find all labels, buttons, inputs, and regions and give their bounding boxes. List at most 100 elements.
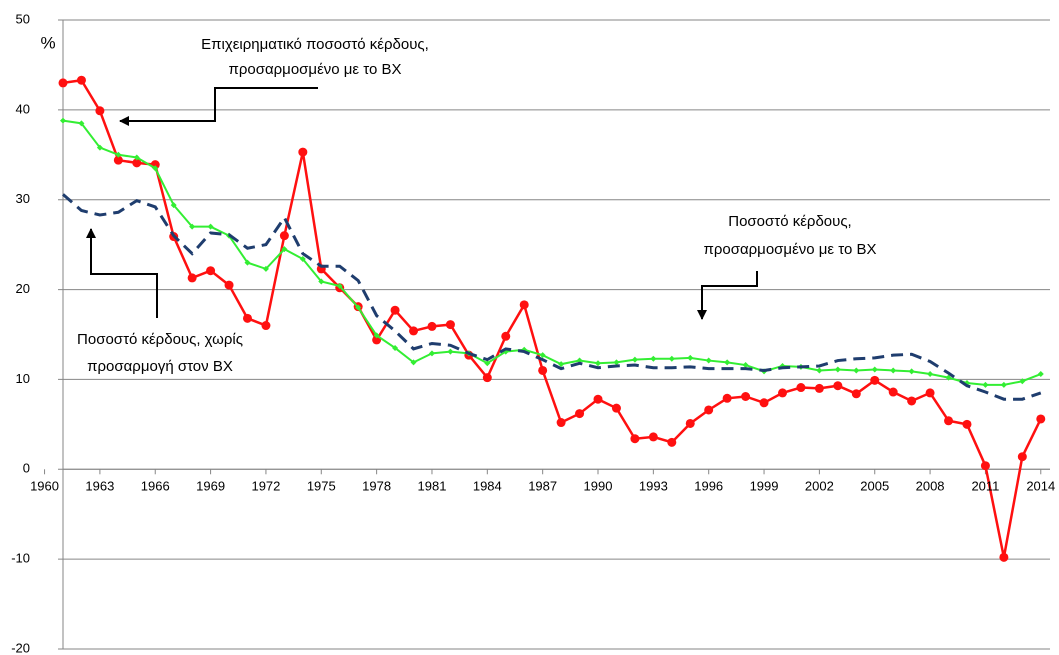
data-point [593,394,603,404]
data-point [999,552,1009,562]
data-point [576,357,583,364]
data-point [668,355,675,362]
x-tick-label: 1978 [362,479,391,494]
data-point [742,362,749,369]
grid [44,19,1050,650]
data-point [834,366,841,373]
x-tick-label: 1975 [307,479,336,494]
data-point [189,223,196,230]
data-point [390,305,400,315]
data-point [945,374,952,381]
data-point [851,389,861,399]
data-point [944,416,954,426]
data-point [611,403,621,413]
data-point [575,409,585,419]
data-point [888,387,898,397]
x-tick-label: 1972 [251,479,280,494]
y-tick-label: -10 [11,551,30,566]
data-point [445,320,455,330]
data-point [336,282,343,289]
data-point [539,352,546,359]
data-point [279,231,289,241]
data-point [392,344,399,351]
x-tick-label: 1996 [694,479,723,494]
data-point [262,265,269,272]
series-line [62,193,1042,401]
y-tick-label: 0 [23,461,30,476]
data-point [556,418,566,428]
data-point [224,280,234,290]
data-point [796,383,806,393]
x-tick-label: 1963 [85,479,114,494]
y-tick-label: 30 [16,191,30,206]
annotation: Ποσοστό κέρδους, [728,213,851,230]
data-point [777,388,787,398]
data-point [1017,452,1027,462]
y-tick-label: 20 [16,281,30,296]
data-point [705,357,712,364]
data-point [427,321,437,331]
data-point [630,434,640,444]
data-point [519,300,529,310]
series-line [62,119,1042,386]
data-point [206,266,216,276]
annotation: Ποσοστό κέρδους, χωρίς [77,331,243,348]
annotation: προσαρμοσμένο με το BX [229,61,402,78]
arrow [697,271,758,320]
data-point [650,355,657,362]
data-point [908,368,915,375]
data-point [410,359,417,366]
data-point [724,359,731,366]
data-point [685,418,695,428]
data-point [242,313,252,323]
data-point [132,158,142,168]
data-point [96,144,103,151]
x-tick-label: 1969 [196,479,225,494]
data-point [890,367,897,374]
y-tick-label: -20 [11,640,30,655]
data-point [298,147,308,157]
data-point [871,366,878,373]
y-tick-label: 40 [16,101,30,116]
data-point [318,278,325,285]
data-point [113,155,123,165]
data-point [482,373,492,383]
data-point [78,120,85,127]
data-point [409,326,419,336]
data-point [927,371,934,378]
data-point [741,392,751,402]
data-point [925,388,935,398]
x-tick-label: 2005 [860,479,889,494]
data-point [816,367,823,374]
arrow [86,228,158,318]
data-point [870,375,880,385]
annotation: προσαρμογή στον BX [87,358,233,375]
data-point [115,151,122,158]
x-tick-label: 2002 [805,479,834,494]
data-point [501,331,511,341]
x-tick-label: 1981 [418,479,447,494]
x-tick-label: 1960 [30,479,59,494]
data-point [631,356,638,363]
data-point [962,419,972,429]
data-point [428,350,435,357]
plot [58,75,1046,562]
x-tick-label: 1984 [473,479,502,494]
data-point [484,360,491,367]
y-tick-label: 10 [16,371,30,386]
data-point [667,437,677,447]
y-unit: % [40,33,55,52]
x-tick-label: 1990 [584,479,613,494]
data-point [152,165,159,172]
x-tick-label: 1999 [750,479,779,494]
data-point [1000,381,1007,388]
data-point [558,361,565,368]
data-point [60,117,66,124]
annotation: Επιχειρηματικό ποσοστό κέρδους, [201,36,429,53]
data-point [722,393,732,403]
data-point [95,106,105,116]
data-point [538,365,548,375]
x-tick-label: 2008 [916,479,945,494]
y-tick-label: 50 [16,11,30,26]
